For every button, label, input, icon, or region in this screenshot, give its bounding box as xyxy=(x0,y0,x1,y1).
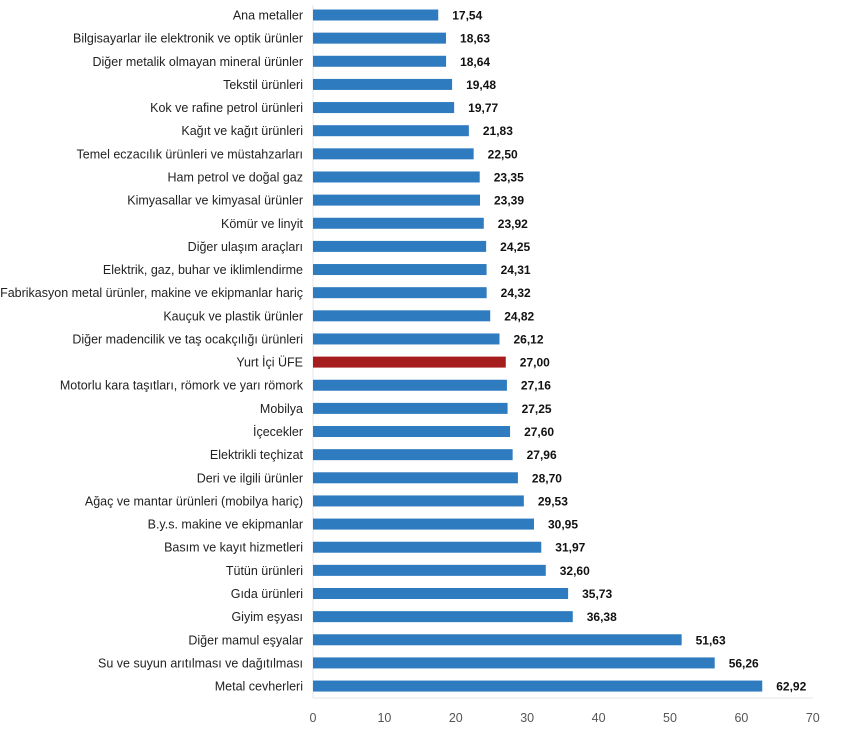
bar xyxy=(313,518,534,530)
data-label: 26,12 xyxy=(513,332,543,346)
data-label: 22,50 xyxy=(488,147,518,161)
category-label: Elektrik, gaz, buhar ve iklimlendirme xyxy=(103,263,303,277)
x-tick-label: 70 xyxy=(806,711,820,725)
data-label: 21,83 xyxy=(483,124,513,138)
data-label: 27,60 xyxy=(524,425,554,439)
bar xyxy=(313,287,487,299)
category-label: Diğer metalik olmayan mineral ürünler xyxy=(93,55,304,69)
bar xyxy=(313,402,508,414)
category-label: Deri ve ilgili ürünler xyxy=(197,471,303,485)
x-tick-label: 30 xyxy=(520,711,534,725)
data-label: 35,73 xyxy=(582,587,612,601)
bar xyxy=(313,333,500,345)
data-label: 30,95 xyxy=(548,518,578,532)
category-label: Kimyasallar ve kimyasal ürünler xyxy=(127,194,303,208)
bar xyxy=(313,9,439,21)
x-tick-label: 10 xyxy=(377,711,391,725)
bar xyxy=(313,495,524,507)
x-tick-label: 40 xyxy=(592,711,606,725)
data-label: 24,25 xyxy=(500,240,530,254)
bar xyxy=(313,78,453,90)
bar xyxy=(313,379,507,391)
category-label: Bilgisayarlar ile elektronik ve optik ür… xyxy=(73,32,303,46)
bar xyxy=(313,611,573,623)
category-label: Gıda ürünleri xyxy=(231,587,303,601)
bar xyxy=(313,217,484,229)
data-label: 24,31 xyxy=(501,263,531,277)
bar xyxy=(313,356,506,368)
bar xyxy=(313,541,542,553)
data-label: 27,96 xyxy=(527,448,557,462)
x-tick-label: 60 xyxy=(734,711,748,725)
bar xyxy=(313,634,682,646)
category-label: Diğer ulaşım araçları xyxy=(188,240,303,254)
bar xyxy=(313,32,447,44)
x-tick-label: 50 xyxy=(663,711,677,725)
category-label: Mobilya xyxy=(260,402,303,416)
bar xyxy=(313,264,487,276)
bar xyxy=(313,310,491,322)
data-label: 29,53 xyxy=(538,494,568,508)
data-label: 56,26 xyxy=(729,656,759,670)
category-label: Basım ve kayıt hizmetleri xyxy=(164,541,303,555)
bar xyxy=(313,125,469,137)
category-label: Kömür ve linyit xyxy=(221,217,303,231)
data-label: 23,39 xyxy=(494,194,524,208)
category-label: Elektrikli teçhizat xyxy=(210,448,304,462)
bar xyxy=(313,588,569,599)
bar xyxy=(313,680,763,692)
bar xyxy=(313,657,715,669)
data-label: 32,60 xyxy=(560,564,590,578)
data-label: 31,97 xyxy=(555,541,585,555)
bar xyxy=(313,194,481,206)
data-label: 36,38 xyxy=(587,610,617,624)
data-label: 23,92 xyxy=(498,217,528,231)
data-label: 24,82 xyxy=(504,309,534,323)
category-label: Yurt İçi ÜFE xyxy=(236,356,303,370)
category-label: B.y.s. makine ve ekipmanlar xyxy=(148,518,303,532)
category-label: Diğer madencilik ve taş ocakçılığı ürünl… xyxy=(72,332,303,346)
category-label: Diğer mamul eşyalar xyxy=(188,633,303,647)
category-label: İçecekler xyxy=(253,425,303,439)
data-label: 23,35 xyxy=(494,170,524,184)
category-label: Motorlu kara taşıtları, römork ve yarı r… xyxy=(60,379,304,393)
data-label: 19,48 xyxy=(466,78,496,92)
bar xyxy=(313,148,474,160)
bar xyxy=(313,449,513,461)
category-label: Temel eczacılık ürünleri ve müstahzarlar… xyxy=(77,147,303,161)
data-label: 24,32 xyxy=(501,286,531,300)
data-label: 27,00 xyxy=(520,356,550,370)
category-label: Kağıt ve kağıt ürünleri xyxy=(181,124,303,138)
data-label: 17,54 xyxy=(452,9,482,23)
bar xyxy=(313,564,546,576)
category-label: Metal cevherleri xyxy=(215,680,303,694)
x-tick-label: 0 xyxy=(310,711,317,725)
data-label: 62,92 xyxy=(776,680,806,694)
category-label: Ana metaller xyxy=(233,9,303,23)
data-label: 28,70 xyxy=(532,471,562,485)
bar xyxy=(313,55,447,67)
x-tick-label: 20 xyxy=(449,711,463,725)
category-label: Tekstil ürünleri xyxy=(223,78,303,92)
data-label: 19,77 xyxy=(468,101,498,115)
category-label: Su ve suyun arıtılması ve dağıtılması xyxy=(98,656,303,670)
data-label: 27,16 xyxy=(521,379,551,393)
category-label: Ham petrol ve doğal gaz xyxy=(168,170,304,184)
category-label: Kauçuk ve plastik ürünler xyxy=(163,309,303,323)
bar xyxy=(313,426,511,438)
category-label: Ağaç ve mantar ürünleri (mobilya hariç) xyxy=(85,494,303,508)
data-label: 18,63 xyxy=(460,32,490,46)
bar xyxy=(313,240,487,252)
category-label: Kok ve rafine petrol ürünleri xyxy=(150,101,303,115)
bar xyxy=(313,472,518,484)
category-label: Fabrikasyon metal ürünler, makine ve eki… xyxy=(0,286,303,300)
bar xyxy=(313,102,455,114)
category-label: Giyim eşyası xyxy=(231,610,303,624)
data-label: 18,64 xyxy=(460,55,490,69)
data-label: 51,63 xyxy=(696,633,726,647)
data-label: 27,25 xyxy=(522,402,552,416)
bar xyxy=(313,171,480,183)
category-label: Tütün ürünleri xyxy=(226,564,303,578)
